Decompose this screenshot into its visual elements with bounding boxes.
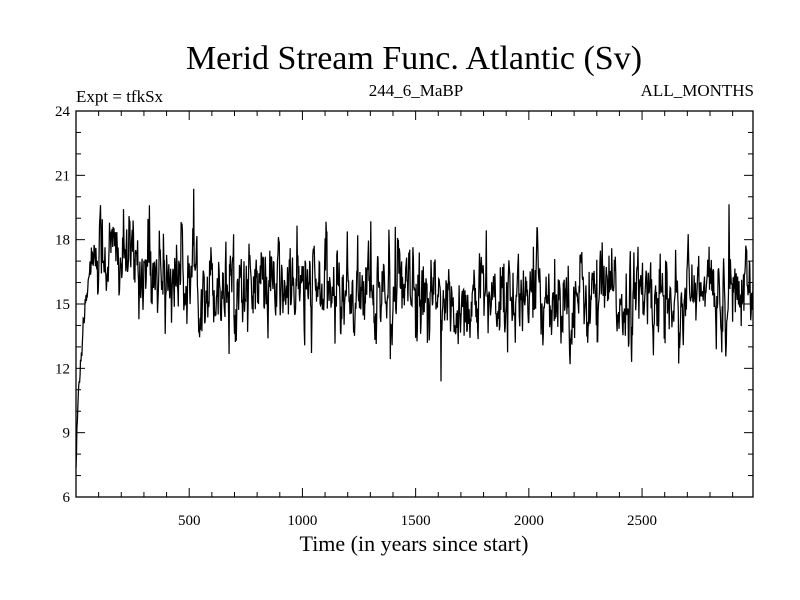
y-tick-label: 15 [55, 297, 70, 313]
x-tick-label: 1500 [401, 513, 431, 529]
x-tick-label: 2500 [627, 513, 657, 529]
y-tick-label: 6 [63, 490, 71, 506]
y-tick-label: 12 [55, 361, 70, 377]
y-tick-label: 9 [63, 426, 71, 442]
experiment-label: Expt = tfkSx [76, 87, 164, 106]
plot-area: 6 9 12 15 18 21 24 500 1000 1500 2000 2500 [55, 104, 754, 529]
x-axis-label: Time (in years since start) [300, 531, 529, 556]
series-line [75, 188, 754, 468]
y-tick-label: 24 [55, 104, 71, 120]
x-tick-label: 1000 [287, 513, 317, 529]
period-label: ALL_MONTHS [641, 81, 754, 100]
y-tick-label: 18 [55, 233, 70, 249]
x-tick-label: 500 [178, 513, 201, 529]
y-tick-label: 21 [55, 168, 70, 184]
run-label: 244_6_MaBP [369, 81, 463, 100]
x-tick-label: 2000 [514, 513, 544, 529]
chart-title: Merid Stream Func. Atlantic (Sv) [186, 40, 642, 77]
